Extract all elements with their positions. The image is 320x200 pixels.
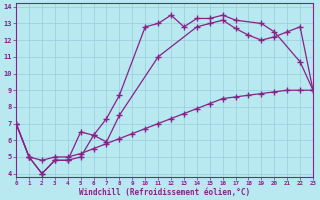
X-axis label: Windchill (Refroidissement éolien,°C): Windchill (Refroidissement éolien,°C): [79, 188, 250, 197]
